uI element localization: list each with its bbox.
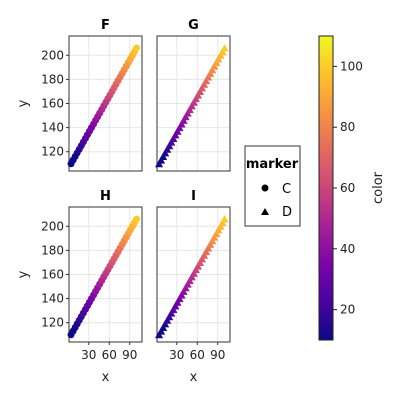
panel-title: H — [100, 189, 111, 204]
legend: marker C D — [244, 145, 301, 227]
data-point — [220, 215, 229, 223]
panel-frame — [156, 206, 231, 343]
panel-frame — [156, 35, 231, 172]
y-tick-label: 120 — [41, 316, 64, 330]
colorbar-label: color — [371, 171, 386, 204]
x-tick-label: 60 — [190, 348, 205, 362]
y-tick-label: 140 — [41, 121, 64, 135]
colorbar: color 20 40 60 80 100 — [318, 35, 386, 341]
y-tick-label: 180 — [41, 243, 64, 257]
x-axis-label: x — [190, 370, 198, 385]
x-tick-label: 90 — [122, 348, 137, 362]
y-tick-label: 200 — [41, 48, 64, 62]
y-tick-label: 160 — [41, 97, 64, 111]
x-tick-label: 60 — [102, 348, 117, 362]
x-tick-label: 30 — [81, 348, 96, 362]
data-point — [133, 44, 141, 52]
x-tick-label: 90 — [210, 348, 225, 362]
colorbar-tick-label: 40 — [340, 242, 355, 256]
x-axis-label: x — [102, 370, 110, 385]
panel-title: I — [191, 189, 196, 204]
y-tick-label: 140 — [41, 292, 64, 306]
legend-circle-marker — [261, 184, 269, 192]
data-point — [133, 215, 141, 223]
y-tick-label: 120 — [41, 145, 64, 159]
colorbar-tick-label: 100 — [340, 59, 363, 73]
colorbar-tick-label: 60 — [340, 181, 355, 195]
panel-i: I 30 60 90 x — [155, 189, 231, 385]
y-axis-label: y — [16, 270, 31, 278]
y-axis-label: y — [16, 99, 31, 107]
panel-title: G — [188, 18, 199, 33]
panel-f: F 120 140 160 180 200 y — [16, 18, 143, 172]
panel-title: F — [101, 18, 110, 33]
legend-title: marker — [246, 157, 299, 172]
legend-box — [244, 145, 301, 227]
panel-g: G — [155, 18, 231, 172]
legend-triangle-marker — [261, 208, 269, 215]
legend-label-d: D — [282, 205, 292, 220]
colorbar-tick-label: 80 — [340, 120, 355, 134]
y-tick-label: 200 — [41, 219, 64, 233]
data-point — [220, 44, 229, 52]
colorbar-gradient — [318, 35, 334, 341]
panel-h: H 120 140 160 180 200 y 30 60 90 x — [16, 189, 143, 385]
legend-label-c: C — [282, 182, 291, 197]
x-tick-label: 30 — [169, 348, 184, 362]
colorbar-tick-label: 20 — [340, 303, 355, 317]
y-tick-label: 160 — [41, 268, 64, 282]
y-tick-label: 180 — [41, 72, 64, 86]
